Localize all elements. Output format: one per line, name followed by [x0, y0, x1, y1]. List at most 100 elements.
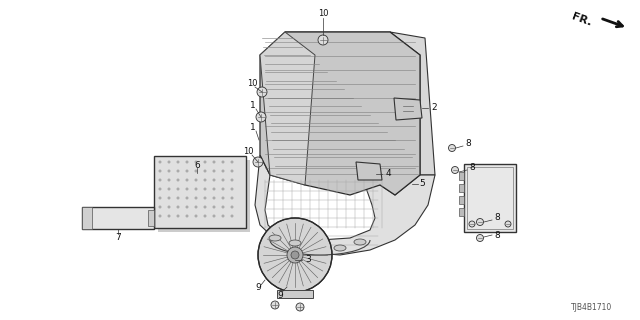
Text: 2: 2	[431, 103, 437, 113]
Circle shape	[186, 188, 189, 190]
Circle shape	[256, 112, 266, 122]
Circle shape	[204, 214, 207, 218]
Circle shape	[451, 166, 458, 173]
Circle shape	[221, 214, 225, 218]
Text: 4: 4	[385, 170, 391, 179]
Circle shape	[168, 214, 170, 218]
Polygon shape	[356, 162, 382, 180]
Circle shape	[168, 179, 170, 181]
Polygon shape	[260, 32, 315, 185]
Circle shape	[257, 87, 267, 97]
Polygon shape	[285, 32, 420, 55]
Text: 9: 9	[277, 292, 283, 300]
Bar	[464, 164, 516, 232]
Circle shape	[221, 179, 225, 181]
Polygon shape	[390, 32, 435, 175]
Circle shape	[195, 214, 198, 218]
Text: 10: 10	[317, 10, 328, 19]
Circle shape	[212, 179, 216, 181]
Text: 3: 3	[305, 255, 311, 265]
Circle shape	[477, 219, 483, 226]
Circle shape	[204, 188, 207, 190]
Circle shape	[212, 196, 216, 199]
Circle shape	[168, 161, 170, 164]
Text: 5: 5	[419, 180, 425, 188]
Circle shape	[258, 218, 332, 292]
Text: 8: 8	[494, 213, 500, 222]
Circle shape	[195, 161, 198, 164]
Circle shape	[195, 196, 198, 199]
Circle shape	[221, 170, 225, 172]
Circle shape	[230, 170, 234, 172]
Bar	[82, 207, 92, 229]
Circle shape	[469, 221, 475, 227]
Circle shape	[212, 170, 216, 172]
Circle shape	[212, 205, 216, 209]
Circle shape	[212, 214, 216, 218]
Circle shape	[230, 205, 234, 209]
Bar	[459, 208, 464, 216]
Bar	[459, 196, 464, 204]
Circle shape	[204, 205, 207, 209]
Polygon shape	[260, 32, 420, 195]
Polygon shape	[394, 98, 422, 120]
Circle shape	[159, 161, 161, 164]
Circle shape	[204, 196, 207, 199]
Bar	[459, 172, 464, 180]
Circle shape	[212, 188, 216, 190]
Text: 9: 9	[255, 284, 261, 292]
Circle shape	[230, 188, 234, 190]
Circle shape	[168, 170, 170, 172]
Circle shape	[177, 161, 179, 164]
Text: 8: 8	[494, 230, 500, 239]
Circle shape	[177, 170, 179, 172]
Circle shape	[177, 179, 179, 181]
Circle shape	[230, 214, 234, 218]
Text: TJB4B1710: TJB4B1710	[572, 303, 612, 313]
Text: 10: 10	[243, 148, 253, 156]
Circle shape	[505, 221, 511, 227]
Circle shape	[186, 196, 189, 199]
Circle shape	[177, 214, 179, 218]
Circle shape	[230, 179, 234, 181]
Circle shape	[168, 205, 170, 209]
Circle shape	[477, 235, 483, 242]
Circle shape	[230, 161, 234, 164]
Ellipse shape	[334, 245, 346, 251]
Text: 1: 1	[250, 124, 256, 132]
Circle shape	[159, 196, 161, 199]
Circle shape	[159, 179, 161, 181]
Circle shape	[186, 179, 189, 181]
Ellipse shape	[289, 240, 301, 246]
Text: 8: 8	[465, 140, 471, 148]
Circle shape	[186, 214, 189, 218]
Bar	[82, 207, 154, 229]
Text: 7: 7	[115, 234, 121, 243]
Circle shape	[177, 205, 179, 209]
Bar	[277, 290, 313, 298]
Bar	[158, 160, 250, 232]
Bar	[148, 210, 154, 226]
Text: 10: 10	[247, 79, 257, 89]
Bar	[459, 184, 464, 192]
Circle shape	[204, 179, 207, 181]
Text: 1: 1	[250, 101, 256, 110]
Circle shape	[177, 196, 179, 199]
Circle shape	[168, 188, 170, 190]
Circle shape	[159, 205, 161, 209]
Circle shape	[221, 188, 225, 190]
Circle shape	[195, 179, 198, 181]
Circle shape	[186, 205, 189, 209]
Circle shape	[287, 247, 303, 263]
Circle shape	[204, 161, 207, 164]
Polygon shape	[255, 155, 435, 255]
Circle shape	[195, 188, 198, 190]
Circle shape	[296, 303, 304, 311]
Circle shape	[195, 205, 198, 209]
Circle shape	[159, 188, 161, 190]
Bar	[154, 156, 246, 228]
Circle shape	[177, 188, 179, 190]
Circle shape	[221, 161, 225, 164]
Circle shape	[221, 196, 225, 199]
Circle shape	[186, 161, 189, 164]
